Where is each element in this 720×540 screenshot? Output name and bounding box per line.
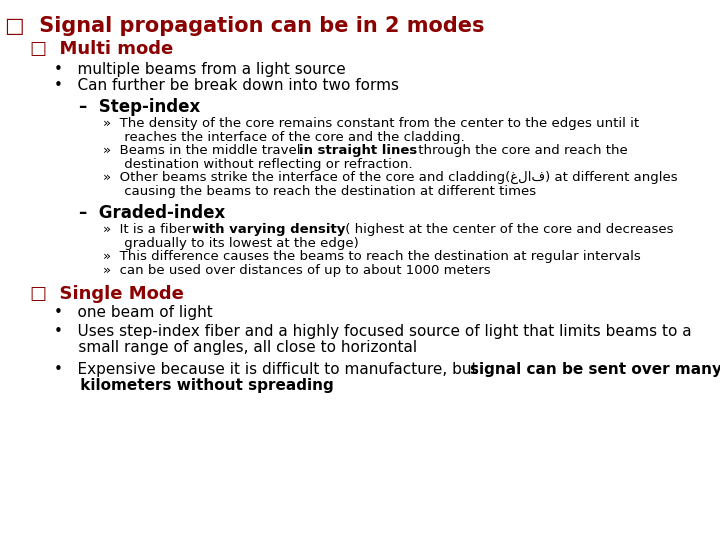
Text: small range of angles, all close to horizontal: small range of angles, all close to hori…	[54, 340, 418, 355]
Text: •   one beam of light: • one beam of light	[54, 305, 213, 320]
Text: •   Expensive because it is difficult to manufacture, but: • Expensive because it is difficult to m…	[54, 362, 482, 377]
Text: through the core and reach the: through the core and reach the	[414, 144, 627, 157]
Text: »  Other beams strike the interface of the core and cladding(غلاف) at different : » Other beams strike the interface of th…	[103, 171, 678, 184]
Text: □  Signal propagation can be in 2 modes: □ Signal propagation can be in 2 modes	[6, 16, 485, 36]
Text: »  It is a fiber: » It is a fiber	[103, 223, 195, 236]
Text: »  This difference causes the beams to reach the destination at regular interval: » This difference causes the beams to re…	[103, 250, 641, 263]
Text: signal can be sent over many: signal can be sent over many	[470, 362, 720, 377]
Text: causing the beams to reach the destination at different times: causing the beams to reach the destinati…	[103, 185, 536, 198]
Text: •   Can further be break down into two forms: • Can further be break down into two for…	[54, 78, 399, 93]
Text: »  can be used over distances of up to about 1000 meters: » can be used over distances of up to ab…	[103, 264, 490, 276]
Text: reaches the interface of the core and the cladding.: reaches the interface of the core and th…	[103, 131, 464, 144]
Text: •   Uses step-index fiber and a highly focused source of light that limits beams: • Uses step-index fiber and a highly foc…	[54, 324, 692, 339]
Text: □  Single Mode: □ Single Mode	[30, 285, 184, 303]
Text: –  Step-index: – Step-index	[78, 98, 200, 116]
Text: destination without reflecting or refraction.: destination without reflecting or refrac…	[103, 158, 413, 171]
Text: □  Multi mode: □ Multi mode	[30, 40, 173, 58]
Text: gradually to its lowest at the edge): gradually to its lowest at the edge)	[103, 237, 359, 249]
Text: •   multiple beams from a light source: • multiple beams from a light source	[54, 62, 346, 77]
Text: »  The density of the core remains constant from the center to the edges until i: » The density of the core remains consta…	[103, 117, 639, 130]
Text: –  Graded-index: – Graded-index	[78, 204, 225, 222]
Text: »  Beams in the middle travel: » Beams in the middle travel	[103, 144, 305, 157]
Text: in straight lines: in straight lines	[299, 144, 417, 157]
Text: kilometers without spreading: kilometers without spreading	[54, 378, 334, 393]
Text: ( highest at the center of the core and decreases: ( highest at the center of the core and …	[341, 223, 674, 236]
Text: with varying density: with varying density	[192, 223, 346, 236]
